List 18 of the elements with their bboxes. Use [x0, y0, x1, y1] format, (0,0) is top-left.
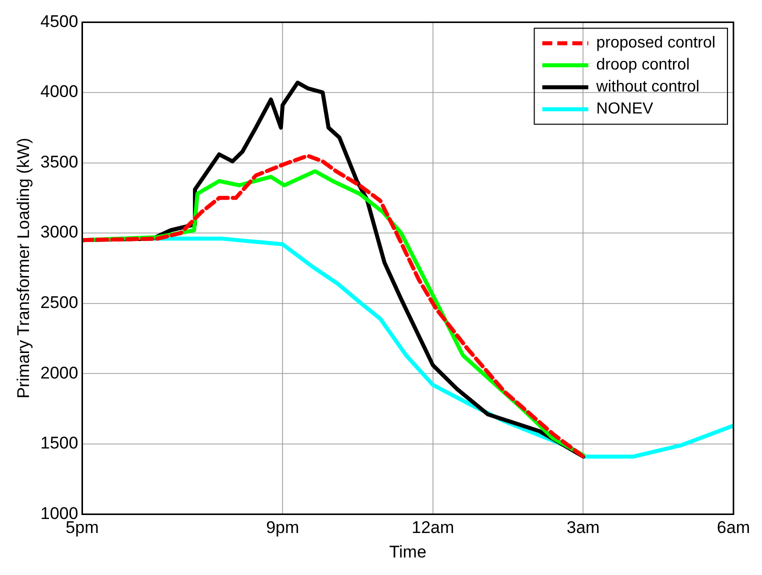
y-tick-label: 4500 [40, 12, 78, 31]
y-tick-label: 1500 [40, 434, 78, 453]
legend-label: NONEV [596, 100, 654, 118]
x-axis-title: Time [389, 542, 426, 562]
x-tick-label: 6am [716, 518, 750, 538]
y-tick-label: 4000 [40, 82, 78, 102]
y-tick-label: 2500 [40, 293, 78, 312]
x-tick-label: 12am [412, 518, 454, 538]
x-tick-label: 5pm [66, 518, 99, 538]
legend-label: droop control [596, 56, 690, 74]
y-tick-label: 3500 [40, 152, 78, 172]
legend-label: proposed control [596, 34, 716, 52]
x-tick-label: 3am [566, 518, 600, 538]
legend-label: without control [595, 78, 700, 96]
y-tick-label: 2000 [40, 363, 78, 382]
x-tick-label: 9pm [266, 518, 300, 538]
y-tick-label: 3000 [40, 222, 78, 242]
y-axis-title: Primary Transformer Loading (kW) [14, 138, 33, 399]
